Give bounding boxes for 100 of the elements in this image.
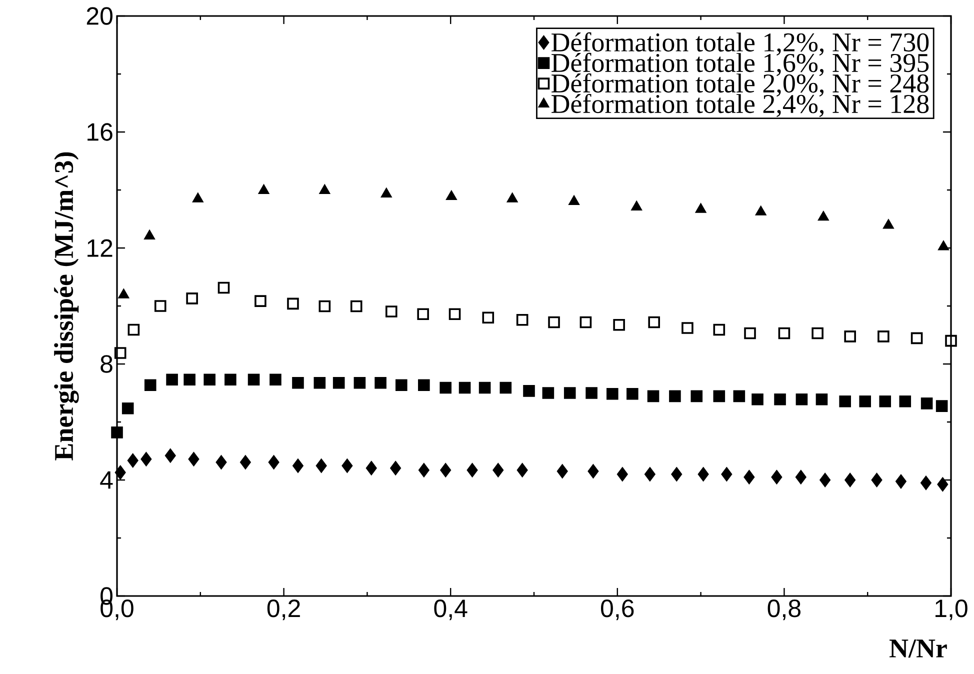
point xyxy=(466,463,478,478)
point xyxy=(859,396,871,408)
point xyxy=(319,184,330,194)
point xyxy=(507,193,518,202)
point xyxy=(774,393,786,406)
point xyxy=(270,374,282,386)
point xyxy=(418,463,430,478)
point xyxy=(920,398,933,410)
point xyxy=(492,463,504,478)
point xyxy=(418,379,430,392)
point xyxy=(287,298,299,310)
point xyxy=(440,382,452,394)
point xyxy=(140,452,152,466)
point xyxy=(920,476,932,490)
point xyxy=(350,300,362,312)
point xyxy=(248,374,260,386)
x-tick-label: 0,2 xyxy=(267,600,300,620)
point xyxy=(240,455,251,470)
point xyxy=(523,385,535,397)
point xyxy=(268,455,280,470)
point xyxy=(500,382,512,394)
legend-label: Déformation totale 2,4%, Nr = 128 xyxy=(552,94,929,117)
point xyxy=(937,477,948,492)
y-tick-label: 20 xyxy=(86,7,112,25)
point xyxy=(127,454,138,468)
x-tick-label: 1,0 xyxy=(936,600,968,620)
point xyxy=(184,374,196,386)
point xyxy=(111,426,123,438)
point xyxy=(771,470,782,484)
point xyxy=(114,347,126,359)
point xyxy=(216,455,227,470)
point xyxy=(778,327,790,340)
point xyxy=(390,461,401,475)
point xyxy=(385,306,398,318)
point xyxy=(448,308,461,320)
point xyxy=(446,190,457,200)
point xyxy=(812,327,824,340)
y-tick-label: 16 xyxy=(88,123,112,141)
x-tick-label: 0,4 xyxy=(434,600,468,620)
point xyxy=(478,382,491,394)
point xyxy=(936,400,948,412)
point xyxy=(690,390,703,402)
point xyxy=(482,312,494,324)
point xyxy=(820,473,830,487)
point xyxy=(796,393,808,406)
point xyxy=(613,318,625,331)
point xyxy=(644,467,656,482)
point xyxy=(556,464,568,478)
point xyxy=(114,466,126,480)
point xyxy=(698,467,709,482)
point xyxy=(314,376,326,389)
point xyxy=(721,467,732,482)
point xyxy=(682,322,694,334)
point xyxy=(292,458,304,473)
x-tick-label: 0,8 xyxy=(768,600,800,620)
point xyxy=(254,295,266,307)
point xyxy=(648,316,660,328)
point xyxy=(548,316,560,328)
point xyxy=(144,230,155,240)
point xyxy=(516,463,528,478)
point xyxy=(144,379,156,392)
y-axis-title: Energie dissipée (MJ/m^3) xyxy=(54,152,79,460)
point xyxy=(292,376,304,389)
point xyxy=(883,219,894,229)
point xyxy=(744,327,756,340)
point xyxy=(118,289,129,298)
point xyxy=(542,387,554,399)
point xyxy=(844,473,856,487)
point xyxy=(166,374,178,386)
point xyxy=(878,330,890,342)
point xyxy=(844,330,856,342)
x-tick-label: 0,6 xyxy=(601,600,634,620)
point xyxy=(332,376,345,389)
point xyxy=(752,393,764,406)
point xyxy=(713,324,726,336)
point xyxy=(606,388,618,400)
point xyxy=(626,388,638,400)
y-tick-label: 12 xyxy=(88,239,112,257)
point xyxy=(586,387,598,399)
point xyxy=(164,448,176,463)
point xyxy=(733,390,746,402)
point xyxy=(647,390,660,402)
point xyxy=(395,379,408,392)
point xyxy=(669,390,681,402)
point xyxy=(938,240,949,250)
point xyxy=(839,396,851,408)
point xyxy=(580,316,592,328)
point xyxy=(188,452,200,466)
point xyxy=(816,393,828,406)
point xyxy=(316,458,327,473)
point xyxy=(128,324,140,336)
point xyxy=(122,402,134,414)
point xyxy=(896,474,906,488)
point xyxy=(564,387,576,399)
point xyxy=(818,211,829,221)
point xyxy=(374,376,386,389)
point xyxy=(744,470,755,484)
point xyxy=(154,300,166,312)
x-axis-title: N/Nr xyxy=(890,640,947,658)
point xyxy=(258,184,270,194)
